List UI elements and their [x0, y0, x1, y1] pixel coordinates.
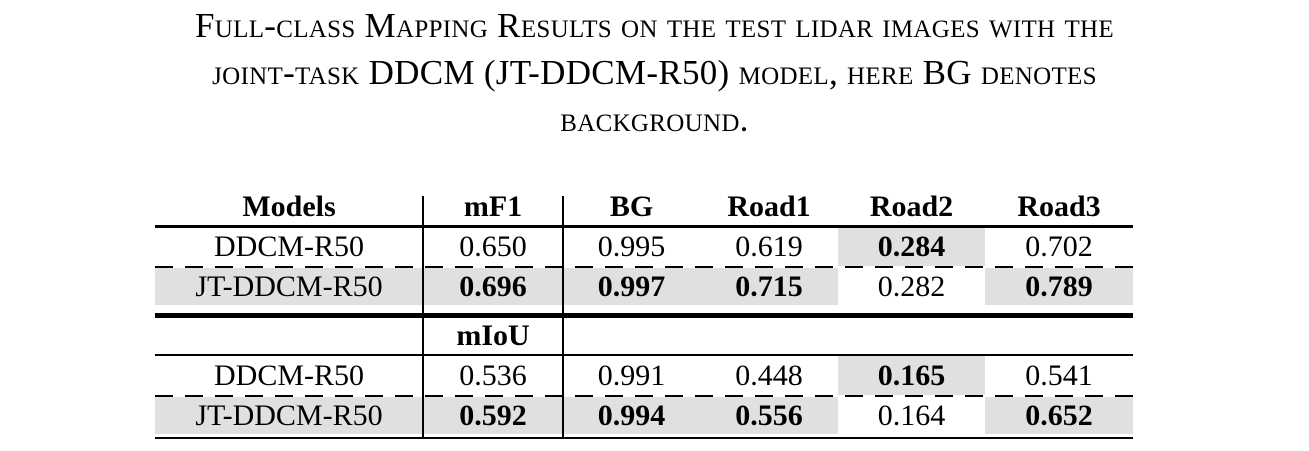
- value-cell-best: 0.696: [423, 268, 563, 305]
- value-cell-best: 0.556: [700, 397, 838, 434]
- col-header-models: Models: [242, 189, 336, 223]
- vertical-rule-models-mf1: [422, 196, 424, 439]
- value-cell-best: 0.715: [700, 268, 838, 305]
- value-cell: 0.995: [597, 230, 666, 263]
- metric-header-miou: mIoU: [456, 319, 530, 352]
- table-caption: Full-class Mapping Results on the test l…: [0, 2, 1309, 143]
- table-row: JT-DDCM-R50 0.696 0.997 0.715 0.282 0.78…: [155, 268, 1133, 305]
- vertical-rule-mf1-bg: [562, 196, 564, 439]
- value-cell-best: 0.994: [563, 397, 700, 434]
- model-name: DDCM-R50: [213, 230, 364, 263]
- thick-section-rule: [155, 313, 1133, 318]
- table-row: DDCM-R50 0.536 0.991 0.448 0.165 0.541: [155, 356, 1133, 395]
- table-row: DDCM-R50 0.650 0.995 0.619 0.284 0.702: [155, 228, 1133, 266]
- bottom-rule: [155, 437, 1133, 439]
- value-cell: 0.650: [459, 230, 527, 263]
- empty-cell: [838, 318, 985, 354]
- value-cell: 0.164: [877, 398, 946, 432]
- empty-cell: [985, 318, 1133, 354]
- table-header-row: Models mF1 BG Road1 Road2 Road3: [155, 188, 1133, 225]
- value-cell: 0.991: [597, 358, 666, 392]
- col-header-road1: Road1: [727, 189, 811, 223]
- rule-under-metric-header: [155, 354, 1133, 356]
- col-header-bg: BG: [609, 189, 654, 223]
- col-header-road3: Road3: [1017, 189, 1101, 223]
- model-name: JT-DDCM-R50: [155, 268, 423, 305]
- model-name: JT-DDCM-R50: [155, 397, 423, 434]
- caption-line-1: Full-class Mapping Results on the test l…: [195, 6, 1114, 45]
- empty-cell: [700, 318, 838, 354]
- model-name: DDCM-R50: [213, 358, 364, 392]
- dashed-separator: [155, 266, 1133, 268]
- value-cell-best: 0.789: [985, 268, 1133, 305]
- col-header-mf1: mF1: [463, 189, 523, 223]
- value-cell: 0.702: [1025, 230, 1093, 263]
- dashed-separator: [155, 395, 1133, 397]
- value-cell: 0.282: [877, 269, 946, 303]
- value-cell: 0.619: [735, 230, 803, 263]
- value-cell: 0.541: [1025, 358, 1093, 392]
- caption-line-3: background.: [560, 100, 749, 139]
- empty-cell: [563, 318, 700, 354]
- value-cell-best: 0.165: [838, 356, 985, 395]
- caption-line-2: joint-task DDCM (JT-DDCM-R50) model, her…: [212, 53, 1097, 92]
- rule-under-header: [155, 225, 1133, 228]
- value-cell-best: 0.652: [985, 397, 1133, 434]
- value-cell: 0.448: [735, 358, 803, 392]
- value-cell: 0.536: [459, 358, 527, 392]
- value-cell-best: 0.284: [838, 228, 985, 266]
- col-header-road2: Road2: [869, 189, 954, 223]
- value-cell-best: 0.592: [423, 397, 563, 434]
- section-gap: [155, 305, 1133, 313]
- table-row: JT-DDCM-R50 0.592 0.994 0.556 0.164 0.65…: [155, 397, 1133, 434]
- metric-header-row: mIoU: [155, 318, 1133, 354]
- value-cell-best: 0.997: [563, 268, 700, 305]
- empty-cell: [155, 318, 423, 354]
- results-table: Models mF1 BG Road1 Road2 Road3 DDCM-R50…: [155, 188, 1133, 439]
